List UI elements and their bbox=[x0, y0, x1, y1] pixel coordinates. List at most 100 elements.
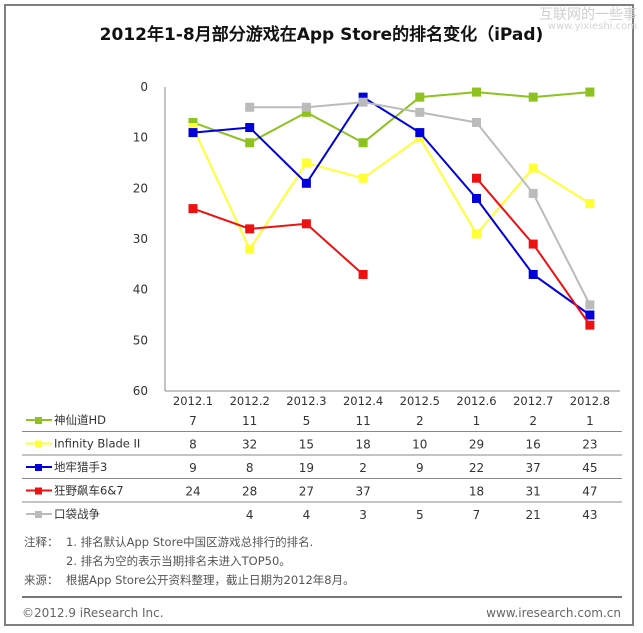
series-line bbox=[192, 95, 591, 316]
data-point bbox=[188, 123, 198, 133]
x-tick-label: 2012.3 bbox=[286, 394, 326, 408]
data-point bbox=[415, 107, 425, 117]
x-tick-label: 2012.8 bbox=[570, 394, 610, 408]
chart-title: 2012年1-8月部分游戏在App Store的排名变化（iPad) bbox=[99, 25, 544, 45]
table-cell: 7 bbox=[189, 414, 197, 428]
table-cell: 23 bbox=[582, 438, 597, 452]
table-cell: 2 bbox=[529, 414, 537, 428]
x-tick-label: 2012.1 bbox=[173, 394, 213, 408]
data-point bbox=[245, 244, 255, 254]
table-cell: 8 bbox=[246, 461, 254, 475]
source-url: www.iresearch.com.cn bbox=[486, 606, 621, 620]
data-point bbox=[528, 269, 538, 279]
data-point bbox=[301, 219, 311, 229]
table-cell: 8 bbox=[189, 438, 197, 452]
legend-label: 神仙道HD bbox=[54, 413, 106, 427]
legend-marker bbox=[35, 511, 42, 518]
data-point bbox=[472, 87, 481, 97]
legend-label: 狂野飙车6&7 bbox=[54, 484, 124, 498]
table-cell: 11 bbox=[242, 414, 257, 428]
table-cell: 21 bbox=[526, 508, 541, 522]
footer-divider bbox=[22, 596, 622, 598]
table-cell: 37 bbox=[526, 461, 541, 475]
legend-label: 地牢猎手3 bbox=[54, 460, 107, 474]
data-point bbox=[301, 158, 311, 168]
table-cell: 18 bbox=[355, 438, 370, 452]
table-cell: 19 bbox=[299, 461, 314, 475]
data-point bbox=[585, 300, 595, 310]
table-cell: 2 bbox=[359, 461, 367, 475]
copyright: ©2012.9 iResearch Inc. bbox=[22, 606, 164, 620]
table-cell: 4 bbox=[246, 508, 254, 522]
legend-marker bbox=[35, 440, 42, 448]
data-point bbox=[472, 193, 481, 203]
data-point bbox=[472, 229, 481, 239]
table-cell: 5 bbox=[303, 414, 311, 428]
watermark-url: www.yixieshi.com bbox=[547, 21, 637, 32]
legend-label: Infinity Blade II bbox=[54, 437, 140, 451]
x-tick-label: 2012.6 bbox=[456, 394, 496, 408]
table-cell: 1 bbox=[586, 414, 594, 428]
data-point bbox=[358, 138, 368, 148]
data-point bbox=[585, 320, 595, 330]
data-point bbox=[301, 102, 311, 112]
data-point bbox=[472, 173, 481, 183]
x-tick-label: 2012.7 bbox=[513, 394, 553, 408]
data-point bbox=[415, 128, 425, 138]
series-line bbox=[192, 127, 591, 252]
table-cell: 37 bbox=[355, 485, 370, 499]
table-cell: 22 bbox=[469, 461, 484, 475]
table-cell: 9 bbox=[189, 461, 197, 475]
data-point bbox=[301, 178, 311, 188]
data-point bbox=[358, 92, 368, 102]
data-point bbox=[472, 117, 481, 127]
y-tick-label: 30 bbox=[133, 232, 148, 246]
table-cell: 9 bbox=[416, 461, 424, 475]
table-cell: 3 bbox=[359, 508, 367, 522]
data-point bbox=[245, 102, 255, 112]
table-cell: 5 bbox=[416, 508, 424, 522]
y-tick-label: 20 bbox=[133, 181, 148, 195]
y-tick-label: 0 bbox=[140, 80, 148, 94]
data-point bbox=[585, 87, 595, 97]
data-point bbox=[528, 163, 538, 173]
legend-marker bbox=[35, 464, 42, 471]
data-point bbox=[301, 107, 311, 117]
table-cell: 11 bbox=[355, 414, 370, 428]
source-label: 来源： bbox=[24, 573, 59, 587]
data-point bbox=[188, 128, 198, 138]
source-text: 根据App Store公开资料整理，截止日期为2012年8月。 bbox=[66, 573, 355, 587]
table-cell: 43 bbox=[582, 508, 597, 522]
data-point bbox=[188, 204, 198, 214]
table-cell: 31 bbox=[526, 485, 541, 499]
data-point bbox=[415, 133, 425, 143]
data-point bbox=[358, 173, 368, 183]
y-tick-label: 40 bbox=[133, 283, 148, 297]
y-tick-label: 10 bbox=[133, 131, 148, 145]
table-cell: 32 bbox=[242, 438, 257, 452]
table-cell: 28 bbox=[242, 485, 257, 499]
data-point bbox=[245, 224, 255, 234]
data-point bbox=[188, 117, 198, 127]
note-1: 1. 排名默认App Store中国区游戏总排行的排名. bbox=[66, 535, 314, 549]
legend-marker bbox=[35, 417, 42, 424]
legend-marker bbox=[35, 487, 42, 495]
data-point bbox=[585, 199, 595, 209]
note-label: 注释： bbox=[24, 535, 59, 549]
table-cell: 47 bbox=[582, 485, 597, 499]
x-tick-label: 2012.2 bbox=[230, 394, 270, 408]
note-2: 2. 排名为空的表示当期排名未进入TOP50。 bbox=[66, 554, 291, 568]
data-point bbox=[585, 310, 595, 320]
series-line bbox=[192, 207, 364, 276]
y-tick-label: 60 bbox=[133, 384, 148, 398]
frame bbox=[4, 4, 634, 626]
data-point bbox=[528, 239, 538, 249]
x-tick-label: 2012.4 bbox=[343, 394, 383, 408]
table-cell: 24 bbox=[185, 485, 200, 499]
table-cell: 1 bbox=[473, 414, 481, 428]
table-cell: 18 bbox=[469, 485, 484, 499]
table-cell: 29 bbox=[469, 438, 484, 452]
legend-label: 口袋战争 bbox=[54, 507, 100, 521]
